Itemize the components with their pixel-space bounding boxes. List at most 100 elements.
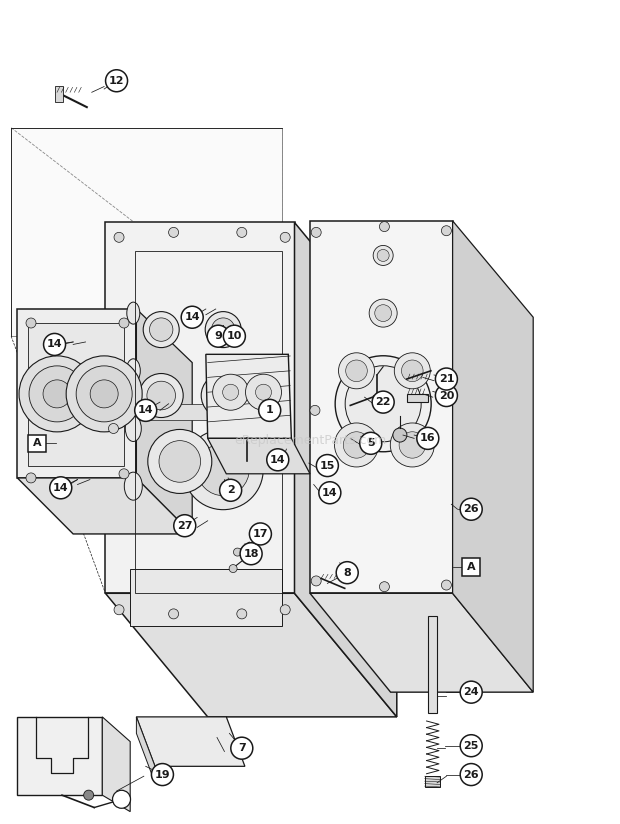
- Circle shape: [369, 299, 397, 327]
- Circle shape: [143, 311, 179, 348]
- Circle shape: [335, 356, 431, 452]
- Ellipse shape: [124, 472, 143, 500]
- Text: 25: 25: [464, 741, 479, 751]
- Text: 27: 27: [177, 521, 192, 531]
- Polygon shape: [208, 438, 310, 474]
- Circle shape: [202, 373, 245, 418]
- Circle shape: [19, 356, 95, 432]
- Circle shape: [114, 605, 124, 615]
- Circle shape: [441, 226, 451, 236]
- Circle shape: [255, 384, 272, 400]
- Text: 22: 22: [375, 397, 391, 407]
- Polygon shape: [11, 128, 282, 336]
- Circle shape: [316, 455, 339, 476]
- FancyBboxPatch shape: [463, 558, 480, 576]
- Circle shape: [246, 374, 281, 410]
- Circle shape: [231, 737, 253, 759]
- Circle shape: [319, 482, 341, 503]
- Circle shape: [394, 353, 430, 389]
- Text: 20: 20: [439, 391, 454, 400]
- Text: 12: 12: [109, 76, 124, 86]
- Circle shape: [112, 790, 131, 808]
- Circle shape: [379, 222, 389, 232]
- Circle shape: [174, 515, 196, 536]
- Text: 14: 14: [138, 405, 154, 415]
- Circle shape: [435, 385, 458, 406]
- Circle shape: [205, 311, 241, 348]
- Text: 14: 14: [46, 339, 63, 349]
- Polygon shape: [55, 86, 63, 102]
- Circle shape: [335, 423, 378, 467]
- Circle shape: [29, 366, 85, 422]
- Text: 26: 26: [463, 504, 479, 514]
- Text: 19: 19: [154, 770, 170, 780]
- Circle shape: [402, 360, 423, 382]
- Circle shape: [105, 70, 128, 91]
- Circle shape: [181, 307, 203, 328]
- Circle shape: [373, 246, 393, 265]
- Text: A: A: [467, 562, 476, 572]
- Circle shape: [267, 449, 289, 471]
- Circle shape: [119, 318, 129, 328]
- Circle shape: [379, 582, 389, 592]
- Circle shape: [26, 473, 36, 483]
- Text: 8: 8: [343, 568, 351, 578]
- Text: 18: 18: [243, 549, 259, 559]
- Polygon shape: [17, 717, 102, 795]
- Text: 24: 24: [463, 687, 479, 697]
- Circle shape: [280, 605, 290, 615]
- Circle shape: [240, 543, 262, 564]
- Circle shape: [149, 318, 173, 341]
- Polygon shape: [453, 221, 533, 692]
- Text: 17: 17: [253, 529, 268, 539]
- Circle shape: [360, 433, 382, 454]
- Circle shape: [147, 382, 175, 410]
- Circle shape: [84, 790, 94, 800]
- Circle shape: [232, 331, 242, 341]
- Circle shape: [377, 250, 389, 261]
- Circle shape: [391, 423, 434, 467]
- Text: 2: 2: [227, 485, 234, 495]
- Circle shape: [183, 429, 264, 510]
- Circle shape: [213, 374, 249, 410]
- Text: 15: 15: [320, 461, 335, 471]
- Circle shape: [441, 580, 451, 590]
- Text: 7: 7: [238, 743, 246, 753]
- Circle shape: [259, 400, 281, 421]
- Circle shape: [339, 353, 374, 389]
- Circle shape: [311, 576, 321, 586]
- Text: 21: 21: [439, 374, 454, 384]
- Ellipse shape: [125, 415, 141, 442]
- Circle shape: [229, 564, 237, 573]
- Text: 10: 10: [227, 331, 242, 341]
- Circle shape: [435, 368, 458, 390]
- Circle shape: [223, 384, 239, 400]
- Circle shape: [460, 764, 482, 785]
- Circle shape: [159, 441, 201, 482]
- Circle shape: [460, 681, 482, 703]
- Text: 14: 14: [270, 455, 286, 465]
- Polygon shape: [136, 717, 245, 766]
- Text: 16: 16: [420, 433, 436, 443]
- Circle shape: [151, 764, 174, 785]
- Circle shape: [393, 428, 407, 442]
- Circle shape: [417, 428, 439, 449]
- Circle shape: [209, 382, 237, 410]
- Circle shape: [237, 227, 247, 237]
- Polygon shape: [28, 323, 124, 466]
- Circle shape: [237, 609, 247, 619]
- Circle shape: [234, 548, 241, 556]
- Text: 26: 26: [463, 770, 479, 780]
- Circle shape: [108, 424, 118, 433]
- Circle shape: [43, 334, 66, 355]
- Text: 9: 9: [215, 331, 222, 341]
- Circle shape: [114, 232, 124, 242]
- Polygon shape: [428, 616, 437, 713]
- Circle shape: [460, 499, 482, 520]
- Polygon shape: [17, 309, 136, 478]
- Circle shape: [249, 523, 272, 545]
- Text: eReplacementParts.com: eReplacementParts.com: [234, 434, 386, 447]
- Circle shape: [336, 562, 358, 583]
- Circle shape: [343, 432, 370, 458]
- Circle shape: [169, 227, 179, 237]
